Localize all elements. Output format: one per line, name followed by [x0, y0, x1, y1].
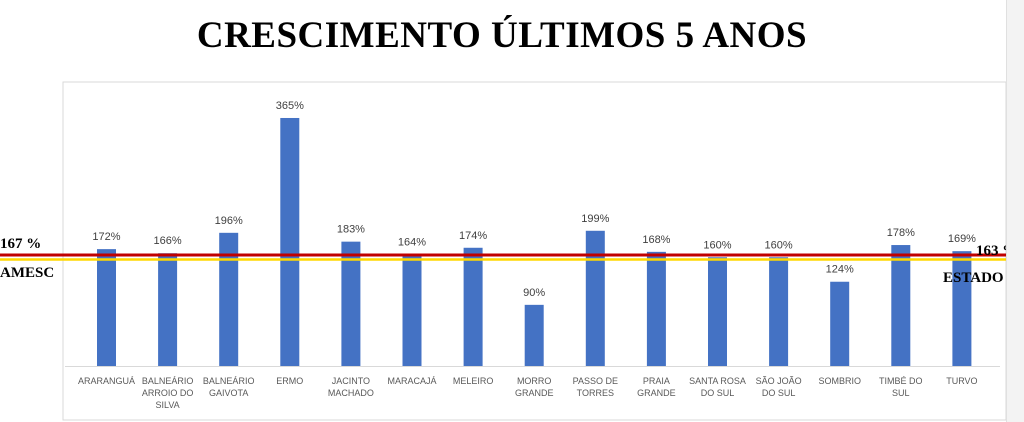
data-label: 172% [92, 231, 120, 243]
estado-value-label: 163 % [976, 243, 1006, 259]
category-label: DO SUL [762, 388, 796, 398]
bar [524, 304, 544, 366]
data-label: 166% [154, 235, 182, 247]
bar [158, 253, 178, 366]
bar [708, 257, 727, 366]
data-label: 90% [523, 287, 545, 299]
category-label: GAIVOTA [209, 388, 248, 398]
reference-lines-group [0, 253, 1006, 261]
category-label: TORRES [577, 388, 614, 398]
data-label: 160% [703, 239, 731, 251]
bar [97, 249, 116, 366]
data-label: 183% [337, 224, 365, 236]
category-label: PASSO DE [573, 376, 618, 386]
data-label: 169% [948, 233, 976, 245]
plot-area-border [62, 81, 1006, 421]
category-label: GRANDE [515, 388, 554, 398]
category-label: TIMBÉ DO [879, 376, 923, 386]
bar [646, 251, 666, 366]
data-label: 124% [826, 264, 854, 276]
category-label: ARROIO DO [142, 388, 194, 398]
category-label: MACHADO [328, 388, 374, 398]
category-label: SUL [892, 388, 910, 398]
data-label: 160% [765, 239, 793, 251]
bar [830, 281, 850, 366]
category-label: TURVO [946, 376, 977, 386]
category-label: SILVA [156, 400, 180, 410]
bar [769, 257, 789, 366]
bar [341, 241, 361, 366]
window-edge-strip [1006, 0, 1024, 422]
category-label: MELEIRO [453, 376, 494, 386]
category-label: ARARANGUÁ [78, 376, 135, 386]
category-label: BALNEÁRIO [203, 376, 255, 386]
category-label: JACINTO [332, 376, 370, 386]
data-label: 196% [215, 215, 243, 227]
bar [402, 254, 422, 366]
bars-group [97, 117, 972, 366]
amesc-name-label: AMESC [0, 265, 54, 281]
category-label: PRAIA [643, 376, 670, 386]
category-label: DO SUL [701, 388, 735, 398]
category-label: GRANDE [637, 388, 676, 398]
estado-name-label: ESTADO [943, 270, 1004, 286]
category-label: MARACAJÁ [387, 376, 436, 386]
category-label: SOMBRIO [818, 376, 861, 386]
data-label: 199% [581, 213, 609, 225]
labels-group: 172% ARARANGUÁ 166% BALNEÁRIO ARROIO DO SILVA… [0, 100, 1006, 410]
data-label: 174% [459, 230, 487, 242]
category-label: BALNEÁRIO [142, 376, 194, 386]
category-label: SANTA ROSA [689, 376, 746, 386]
bar [585, 230, 605, 366]
bar [952, 251, 972, 366]
category-label: SÃO JOÃO [756, 376, 802, 386]
bar [891, 245, 911, 366]
data-label: 178% [887, 227, 915, 239]
category-label: MORRO [517, 376, 552, 386]
bar [219, 232, 239, 366]
chart-title: CRESCIMENTO ÚLTIMOS 5 ANOS [196, 15, 808, 56]
data-label: 168% [642, 234, 670, 246]
data-label: 365% [276, 100, 304, 112]
data-label: 164% [398, 237, 426, 249]
category-label: ERMO [276, 376, 303, 386]
bar [280, 117, 300, 366]
amesc-value-label: 167 % [0, 236, 41, 252]
bar [463, 247, 483, 366]
